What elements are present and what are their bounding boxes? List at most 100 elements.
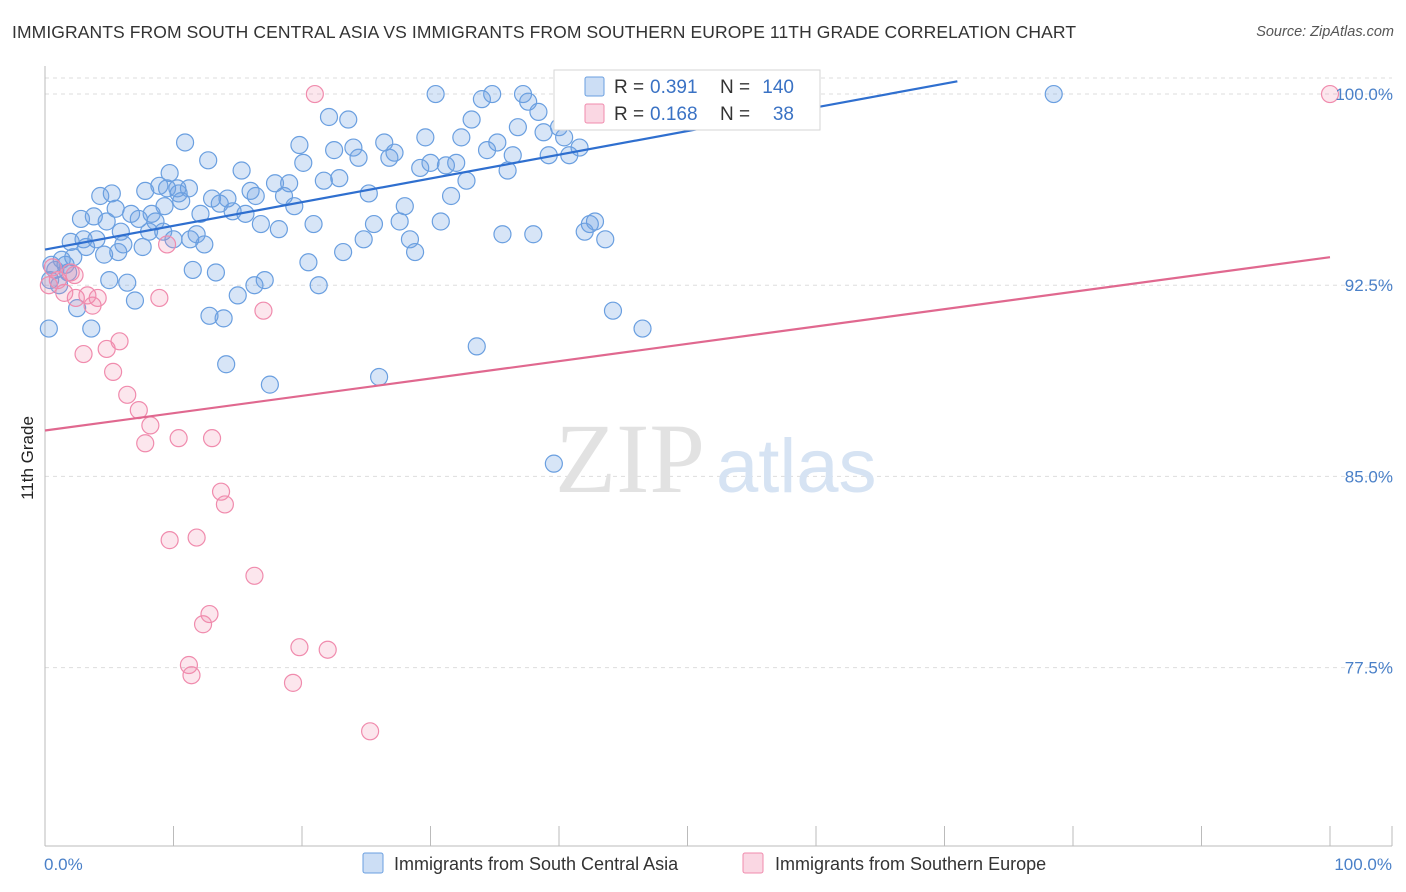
point-south-central-asia [467,337,486,356]
point-south-central-asia [457,171,476,190]
point-south-central-asia [269,220,288,239]
point-south-central-asia [260,375,279,394]
point-south-central-asia [255,271,274,290]
point-south-central-asia [245,276,264,295]
point-southern-europe [215,495,234,514]
point-south-central-asia [169,184,188,203]
point-south-central-asia [39,319,58,338]
y-axis-label: 11th Grade [18,416,37,500]
point-south-central-asia [349,148,368,167]
point-south-central-asia [426,84,445,104]
point-south-central-asia [416,128,435,147]
point-southern-europe [254,301,273,320]
point-south-central-asia [309,276,328,295]
point-south-central-asia [585,212,605,231]
stats-legend: R = 0.391 N = 140 R = 0.168 N = 38 [553,69,821,131]
point-south-central-asia [290,135,309,155]
point-southern-europe [290,638,309,657]
point-southern-europe [1320,84,1340,104]
bottom-legend-label-pink: Immigrants from Southern Europe [775,854,1046,874]
point-south-central-asia [136,181,155,201]
point-south-central-asia [330,169,349,188]
watermark-zip: ZIP [555,403,705,514]
point-south-central-asia [217,355,236,374]
legend-swatch-blue [584,76,605,97]
point-south-central-asia [106,199,125,218]
legend-r-label-pink: R = [614,104,644,125]
point-south-central-asia [195,235,214,254]
point-south-central-asia [285,197,304,216]
point-south-central-asia [199,151,218,170]
point-south-central-asia [102,184,121,203]
point-south-central-asia [100,271,119,290]
point-south-central-asia [555,128,574,147]
y-tick-label: 85.0% [1345,467,1393,486]
point-southern-europe [202,429,222,448]
legend-n-value-blue: 140 [762,77,794,98]
point-southern-europe [200,604,219,624]
watermark-atlas: atlas [716,424,877,509]
point-south-central-asia [344,138,363,157]
point-south-central-asia [441,186,461,206]
series-legend: Immigrants from South Central Asia Immig… [362,852,1046,874]
series-southern-europe-points [39,84,1340,741]
point-southern-europe [150,288,169,308]
x-tick-label-min: 0.0% [44,855,83,874]
legend-n-label-pink: N = [720,104,750,125]
point-southern-europe [66,288,85,308]
point-south-central-asia [431,212,450,231]
bottom-legend-label-blue: Immigrants from South Central Asia [394,854,679,874]
point-south-central-asia [421,153,440,172]
point-southern-europe [187,528,206,547]
point-south-central-asia [570,138,589,157]
point-south-central-asia [364,214,384,234]
trend-line-southern-europe [44,256,1331,432]
point-southern-europe [74,344,93,364]
point-south-central-asia [183,260,202,280]
point-southern-europe [157,235,177,254]
legend-r-label-blue: R = [614,77,644,98]
point-south-central-asia [405,242,425,262]
point-southern-europe [182,666,201,685]
point-south-central-asia [191,204,210,223]
point-south-central-asia [251,214,270,234]
point-southern-europe [88,288,107,308]
point-southern-europe [55,283,74,302]
point-south-central-asia [603,301,623,320]
point-south-central-asia [411,158,430,178]
bottom-legend-swatch-blue [362,852,384,874]
x-tick-label-max: 100.0% [1334,855,1392,874]
point-south-central-asia [544,454,563,473]
point-south-central-asia [370,367,389,387]
y-tick-label: 92.5% [1345,276,1393,295]
point-south-central-asia [633,319,652,338]
tick-labels: 100.0% 92.5% 85.0% 77.5% 0.0% 100.0% [44,85,1393,874]
point-south-central-asia [534,123,553,142]
bottom-legend-swatch-pink [742,852,764,874]
point-southern-europe [245,566,264,585]
legend-n-label-blue: N = [720,77,750,98]
point-south-central-asia [314,171,333,190]
point-south-central-asia [82,319,101,338]
point-south-central-asia [118,273,137,292]
point-south-central-asia [125,291,145,310]
point-south-central-asia [325,141,344,160]
point-south-central-asia [447,153,466,172]
point-south-central-asia [160,163,179,183]
point-south-central-asia [155,197,174,216]
point-south-central-asia [294,153,313,172]
point-south-central-asia [175,133,195,152]
point-south-central-asia [483,84,502,104]
legend-r-value-pink: 0.168 [650,104,698,125]
point-south-central-asia [395,197,414,216]
point-southern-europe [65,265,84,285]
point-south-central-asia [529,102,548,121]
legend-r-value-blue: 0.391 [650,77,698,98]
point-south-central-asia [133,237,152,257]
axes [44,66,1393,847]
point-southern-europe [305,84,324,104]
legend-n-value-pink: 38 [773,104,794,125]
point-south-central-asia [265,174,285,193]
point-south-central-asia [477,141,497,160]
